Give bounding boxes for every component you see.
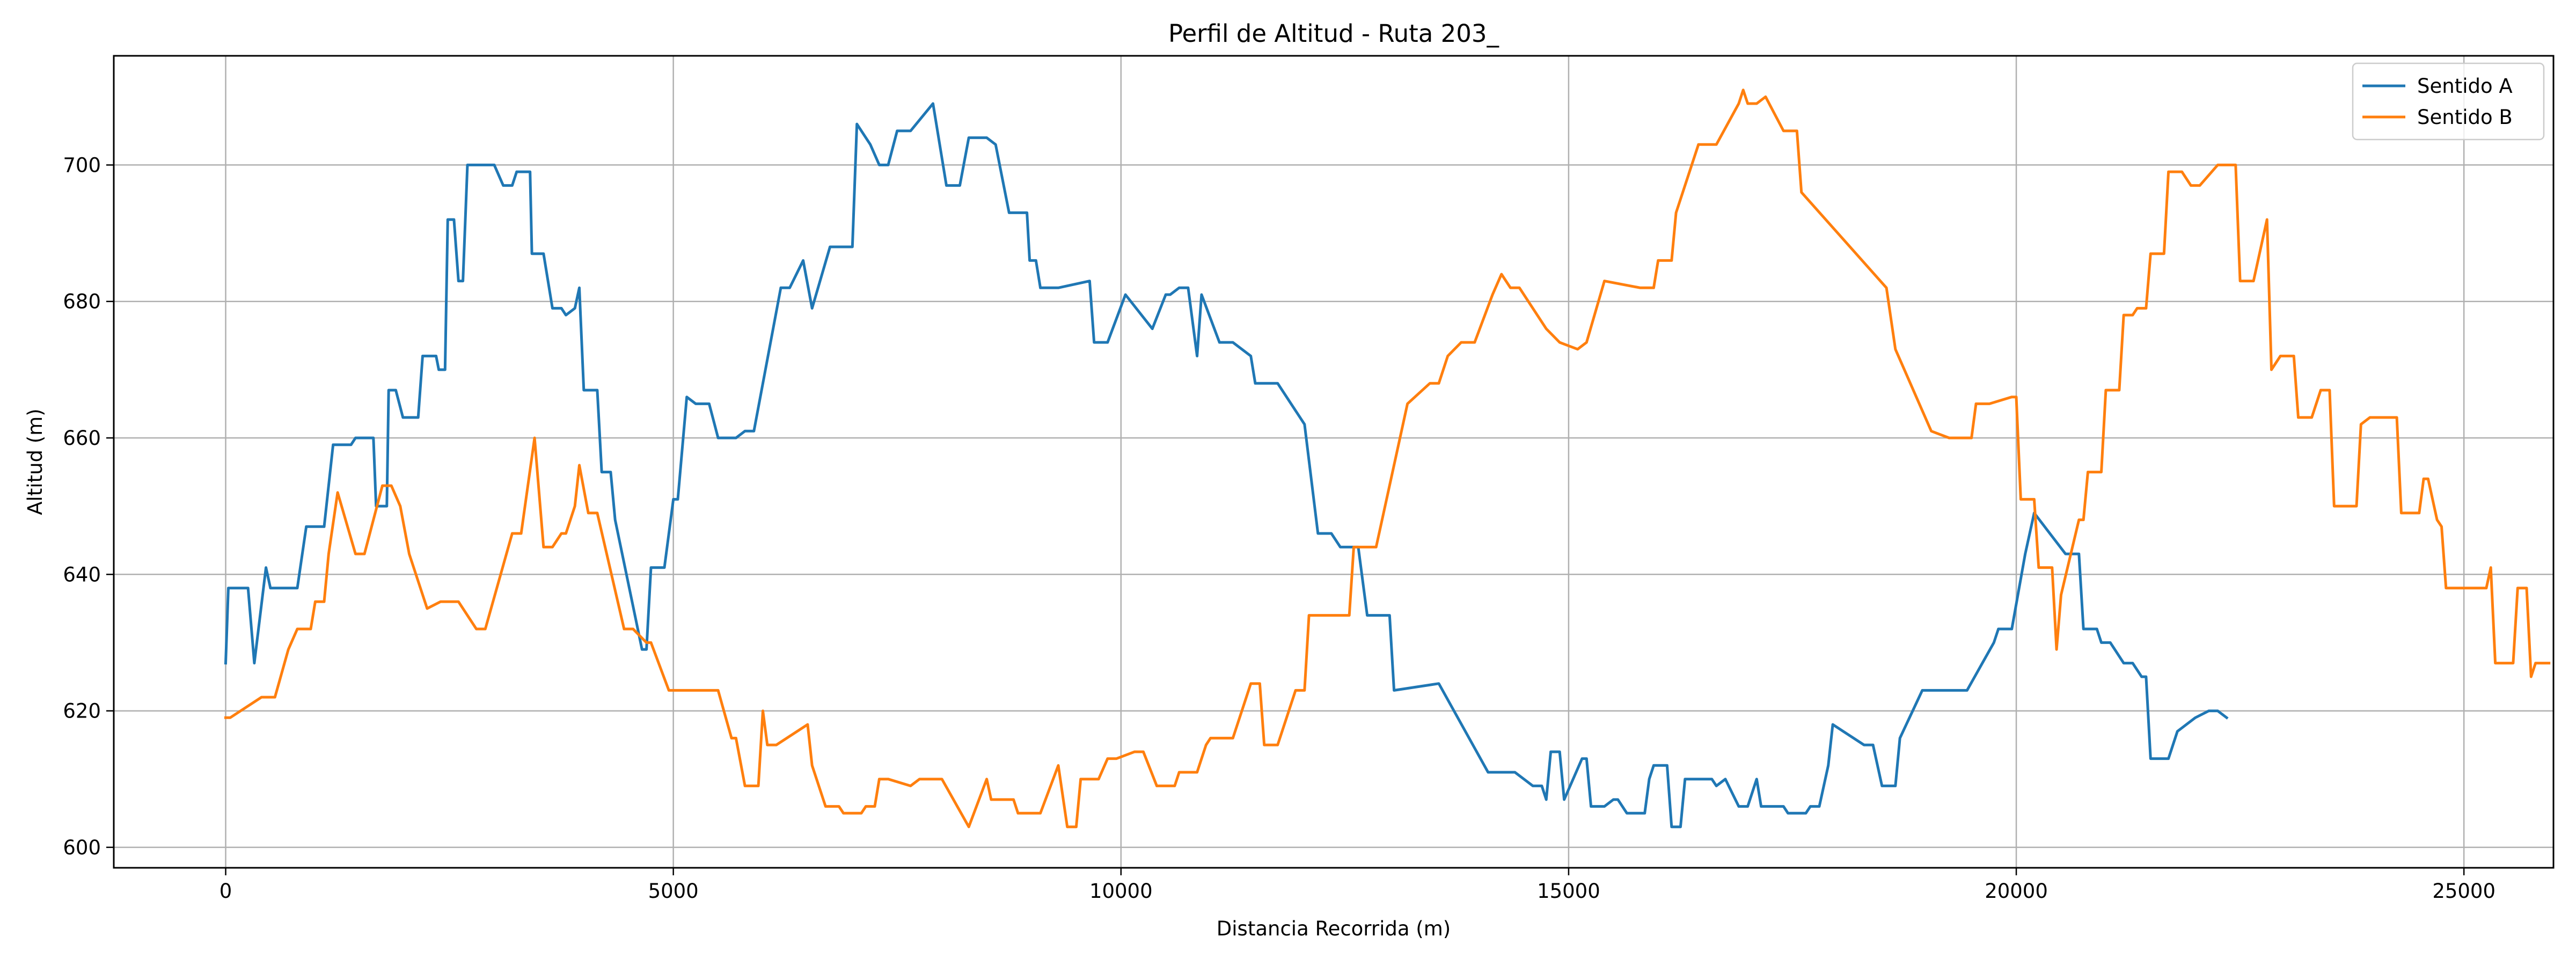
legend: Sentido A Sentido B [2352, 62, 2545, 141]
y-tick-label: 680 [63, 290, 101, 313]
y-tick-label: 620 [63, 700, 101, 723]
series-line-sentido-a [224, 102, 2229, 829]
x-tick-label: 0 [219, 880, 232, 903]
legend-entry: Sentido A [2417, 75, 2513, 98]
y-axis-label: Altitud (m) [24, 408, 47, 515]
y-tick-label: 600 [63, 836, 101, 859]
plot-frame [113, 55, 2555, 869]
x-axis-ticks: 0 5000 10000 15000 20000 25000 [219, 868, 2496, 903]
series-lines [224, 89, 2551, 829]
legend-entry: Sentido B [2417, 106, 2513, 129]
x-tick-label: 20000 [1985, 880, 2048, 903]
chart-title: Perfil de Altitud - Ruta 203_ [1168, 19, 1499, 48]
legend-box [2352, 62, 2545, 141]
y-tick-label: 700 [63, 153, 101, 177]
series-line-sentido-b [224, 89, 2551, 829]
x-axis-label: Distancia Recorrida (m) [1217, 917, 1451, 940]
x-tick-label: 5000 [648, 880, 699, 903]
y-axis-ticks: 600 620 640 660 680 700 [63, 153, 114, 859]
x-tick-label: 15000 [1537, 880, 1600, 903]
y-tick-label: 660 [63, 427, 101, 450]
x-tick-label: 25000 [2432, 880, 2496, 903]
x-tick-label: 10000 [1089, 880, 1153, 903]
y-tick-label: 640 [63, 563, 101, 586]
